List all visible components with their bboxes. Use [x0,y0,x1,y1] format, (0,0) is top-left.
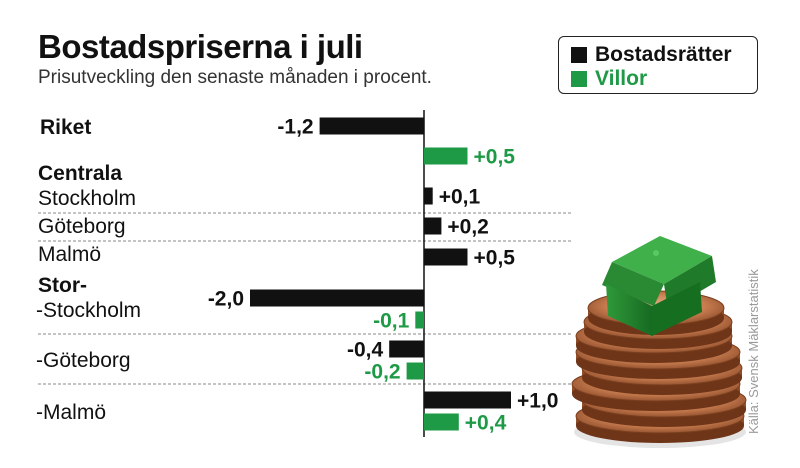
value-label-bostadsratter-4: -2,0 [208,288,244,311]
value-label-bostadsratter-1: +0,1 [439,186,481,209]
value-label-villor-5: -0,2 [364,361,400,384]
value-label-bostadsratter-5: -0,4 [347,339,384,362]
legend-label-bostadsratter: Bostadsrätter [595,43,732,66]
bar-villor-6 [424,413,459,431]
heading-centrala: Centrala [38,162,122,185]
chart-subtitle: Prisutveckling den senaste månaden i pro… [38,67,432,88]
legend-swatch-bostadsratter [571,47,587,63]
value-label-villor-0: +0,5 [474,146,516,169]
chart-title: Bostadspriserna i juli [38,28,363,65]
house-icon [602,236,716,336]
bar-villor-5 [406,362,424,380]
bar-bostadsratter-2 [424,217,442,235]
value-label-villor-6: +0,4 [465,412,507,435]
legend-item-villor: Villor [571,67,757,91]
category-label-stor-stockholm: -Stockholm [36,299,141,322]
value-label-bostadsratter-0: -1,2 [277,116,313,139]
bar-bostadsratter-3 [424,248,468,266]
legend: Bostadsrätter Villor [558,36,758,94]
category-label-stor-malmo: -Malmö [36,401,106,424]
value-label-bostadsratter-3: +0,5 [474,247,516,270]
legend-item-bostadsratter: Bostadsrätter [571,43,757,67]
heading-stor: Stor- [38,274,87,297]
category-label-stor-goteborg: -Göteborg [36,349,131,372]
value-label-villor-4: -0,1 [373,310,410,333]
category-label-stockholm: Stockholm [38,187,136,210]
category-label-goteborg: Göteborg [38,215,126,238]
bar-bostadsratter-1 [424,187,433,205]
bar-bostadsratter-0 [319,117,424,135]
bar-villor-4 [415,311,424,329]
source-note: Källa: Svensk Mäklarstatistik [746,269,761,434]
category-label-malmo: Malmö [38,243,101,266]
bar-bostadsratter-5 [389,340,424,358]
bar-villor-0 [424,147,468,165]
legend-swatch-villor [571,71,587,87]
value-label-bostadsratter-2: +0,2 [447,216,488,239]
legend-label-villor: Villor [595,67,648,90]
category-label-riket: Riket [40,116,91,139]
coins-house-illustration [571,236,747,448]
bar-bostadsratter-6 [424,391,511,409]
bar-bostadsratter-4 [250,289,424,307]
value-label-bostadsratter-6: +1,0 [517,390,558,413]
